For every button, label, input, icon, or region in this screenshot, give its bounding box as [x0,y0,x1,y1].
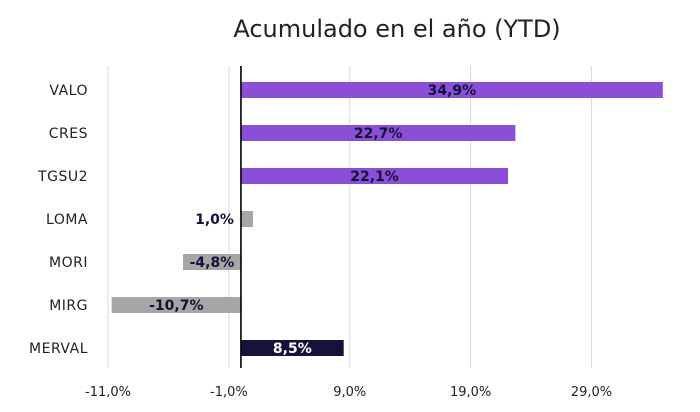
bar [240,340,344,356]
value-label: 1,0% [195,212,234,228]
category-label: MIRG [49,298,88,314]
bar [240,82,663,98]
value-label: 8,5% [273,341,312,357]
x-tick-label: 19,0% [450,385,491,400]
grid-lines [107,66,592,368]
category-labels: VALO CRES TGSU2 LOMA MORI MIRG MERVAL [29,83,88,357]
category-label: LOMA [46,212,88,228]
x-tick-label: 29,0% [571,385,612,400]
bars-group [111,82,663,356]
category-label: TGSU2 [37,169,88,185]
bar [240,168,509,184]
value-label: 22,7% [354,126,403,142]
value-label: -10,7% [149,298,203,314]
x-tick-label: -1,0% [210,385,248,400]
value-label: 22,1% [350,169,399,185]
bar [240,125,516,141]
value-label: -4,8% [190,255,235,271]
x-tick-label: -11,0% [85,385,131,400]
category-label: MERVAL [29,341,88,357]
value-label: 34,9% [428,83,477,99]
category-label: VALO [49,83,88,99]
bar [182,254,241,270]
category-label: MORI [49,255,88,271]
value-labels: 34,9% 22,7% 22,1% 1,0% -4,8% -10,7% 8,5% [149,83,476,357]
chart-title: Acumulado en el año (YTD) [233,15,560,43]
category-label: CRES [49,126,88,142]
bar [240,211,254,227]
bar [111,297,241,313]
x-tick-label: 9,0% [333,385,366,400]
x-tick-labels: -11,0% -1,0% 9,0% 19,0% 29,0% [85,385,612,400]
